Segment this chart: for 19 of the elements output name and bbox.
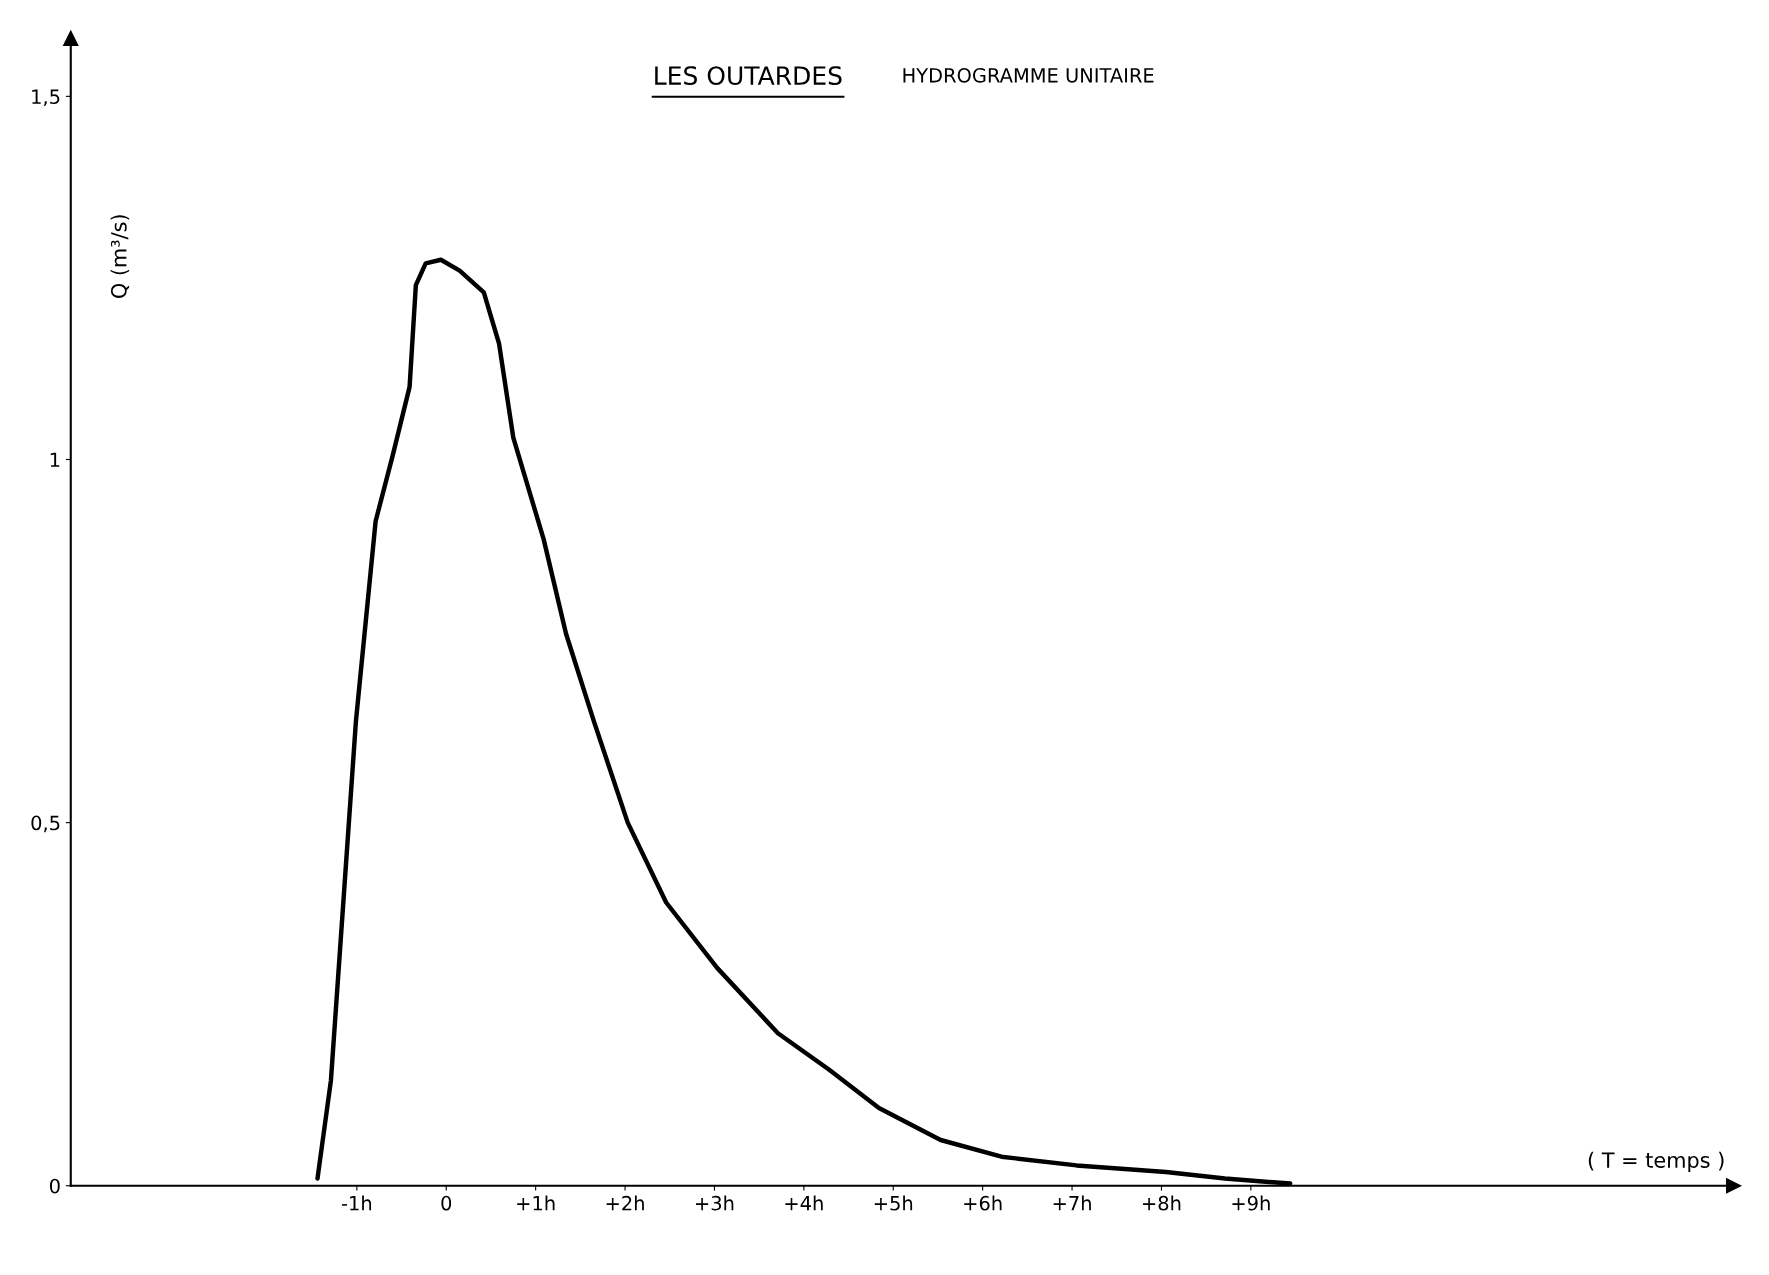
x-tick-label: +4h (785, 1195, 823, 1211)
x-axis-title: ( T = temps ) (1588, 1151, 1724, 1172)
x-tick-label: +1h (517, 1195, 555, 1211)
y-axis-title: Q (m³/s) (110, 215, 130, 298)
x-tick-label: +6h (964, 1195, 1002, 1211)
text: HYDROGRAMME UNITAIRE (903, 67, 1154, 83)
y-tick-label: 0 (49, 1178, 60, 1194)
x-tick-label: +3h (696, 1195, 734, 1211)
y-tick-label: 1,5 (32, 89, 60, 106)
text: LES OUTARDES (655, 66, 842, 86)
x-tick-label: +2h (606, 1195, 644, 1211)
y-tick-label: 0,5 (31, 815, 60, 833)
x-tick-label: 0 (441, 1195, 452, 1211)
x-tick-label: +8h (1143, 1195, 1181, 1211)
x-tick-label: +7h (1053, 1195, 1091, 1211)
y-tick-label: 1 (50, 452, 60, 467)
x-tick-label: +5h (874, 1195, 913, 1211)
x-tick-label: -1h (341, 1195, 372, 1211)
x-tick-label: +9h (1232, 1195, 1270, 1211)
